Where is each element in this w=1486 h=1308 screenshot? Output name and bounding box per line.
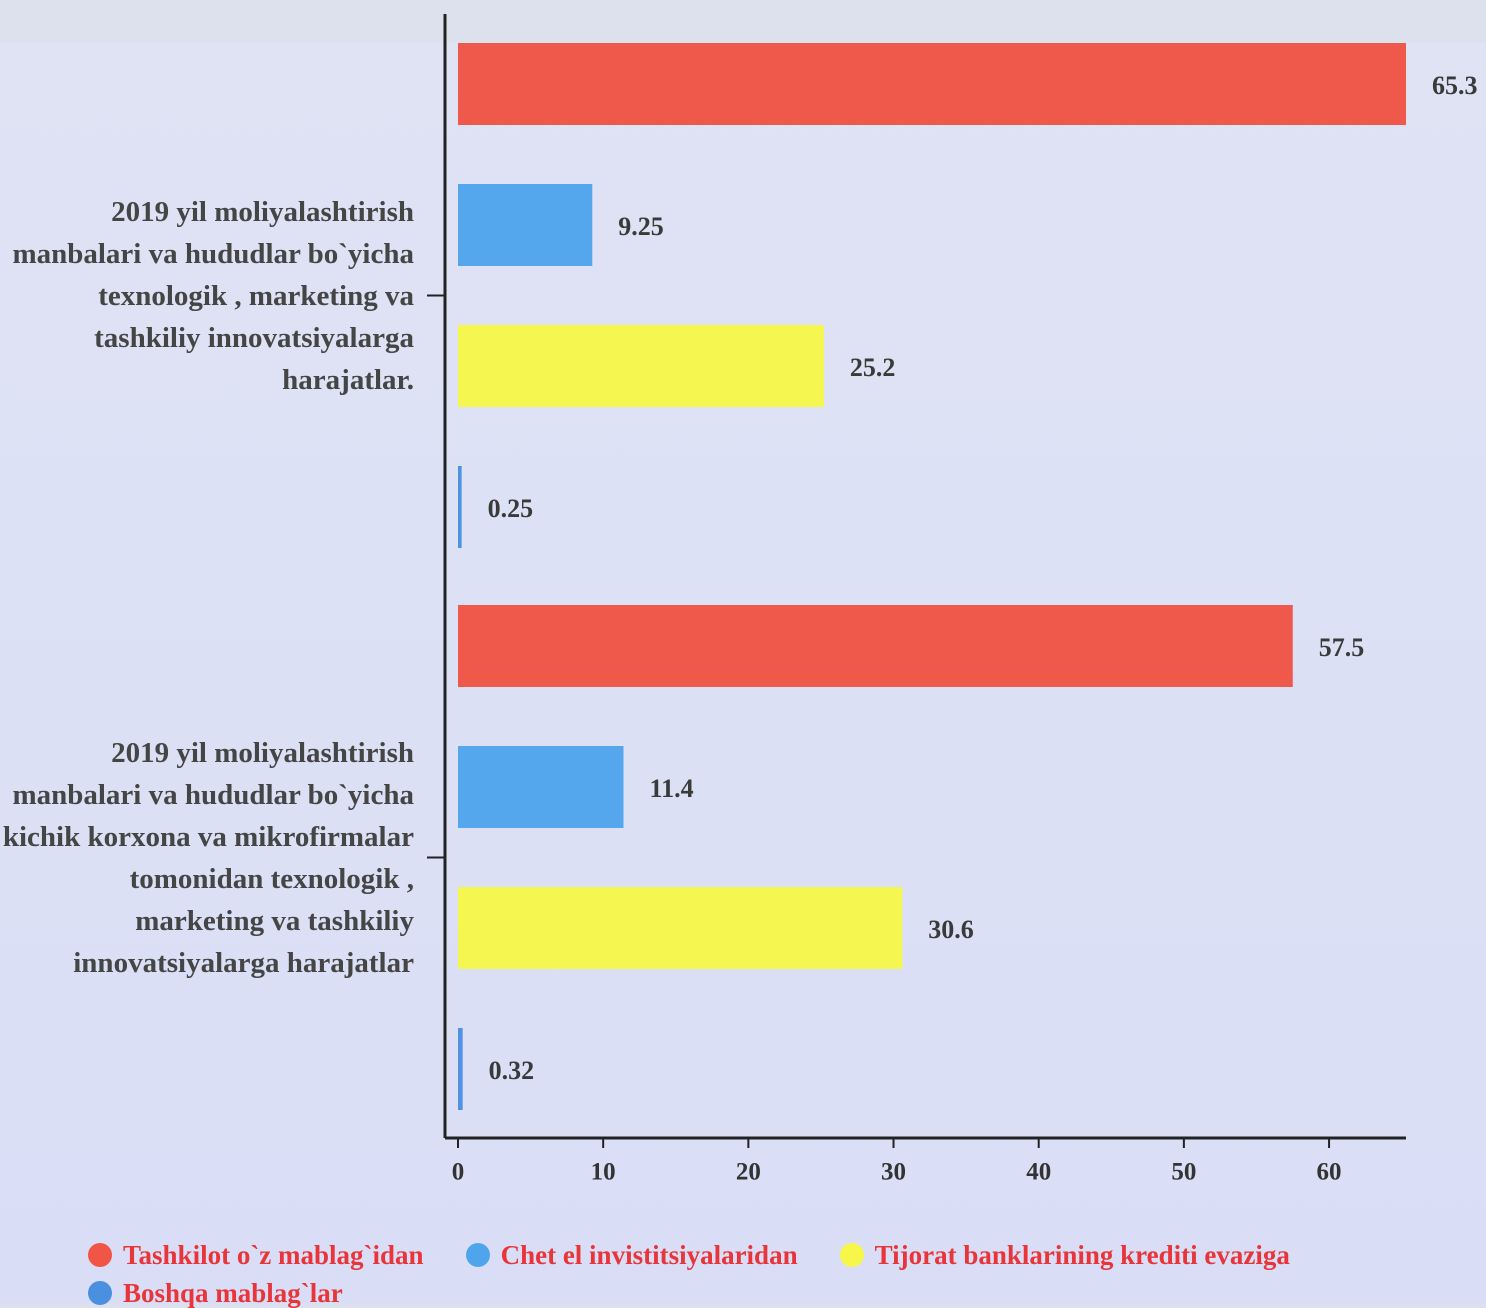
x-tick-label: 10 (591, 1159, 616, 1186)
legend-marker (88, 1281, 112, 1305)
value-label: 30.6 (928, 915, 974, 944)
page: {"chart_data": {"type": "bar", "orientat… (0, 0, 1486, 1304)
legend: Tashkilot o`z mablag`idan Chet el invisti… (88, 1240, 1468, 1308)
legend-label: Tashkilot o`z mablag`idan (123, 1240, 424, 1270)
value-label: 0.32 (489, 1056, 535, 1085)
legend-marker (840, 1243, 864, 1267)
x-tick-label: 0 (452, 1159, 465, 1186)
legend-item: Tashkilot o`z mablag`idan (88, 1240, 424, 1270)
value-label: 0.25 (488, 494, 534, 523)
bar (458, 1028, 463, 1110)
x-tick-label: 20 (736, 1159, 761, 1186)
legend-item: Tijorat banklarining krediti evaziga (840, 1240, 1290, 1270)
category-label: 2019 yil moliyalashtirish manbalari va h… (0, 191, 414, 401)
value-label: 57.5 (1319, 633, 1365, 662)
value-label: 65.3 (1432, 71, 1478, 100)
legend-item: Chet el invistitsiyalaridan (466, 1240, 798, 1270)
bar (458, 325, 824, 407)
x-tick-label: 30 (881, 1159, 906, 1186)
value-label: 11.4 (650, 774, 694, 803)
bar (458, 43, 1406, 125)
bar (458, 746, 624, 828)
x-tick-label: 60 (1317, 1159, 1342, 1186)
legend-marker (466, 1243, 490, 1267)
legend-marker (88, 1243, 112, 1267)
category-label: 2019 yil moliyalashtirish manbalari va h… (0, 732, 414, 984)
value-label: 25.2 (850, 353, 896, 382)
bar (458, 184, 592, 266)
legend-label: Chet el invistitsiyalaridan (501, 1240, 798, 1270)
value-label: 9.25 (618, 212, 664, 241)
bar (458, 887, 902, 969)
bar (458, 605, 1293, 687)
x-tick-label: 50 (1171, 1159, 1196, 1186)
x-tick-label: 40 (1026, 1159, 1051, 1186)
bar (458, 466, 462, 548)
legend-label: Tijorat banklarining krediti evaziga (875, 1240, 1290, 1270)
